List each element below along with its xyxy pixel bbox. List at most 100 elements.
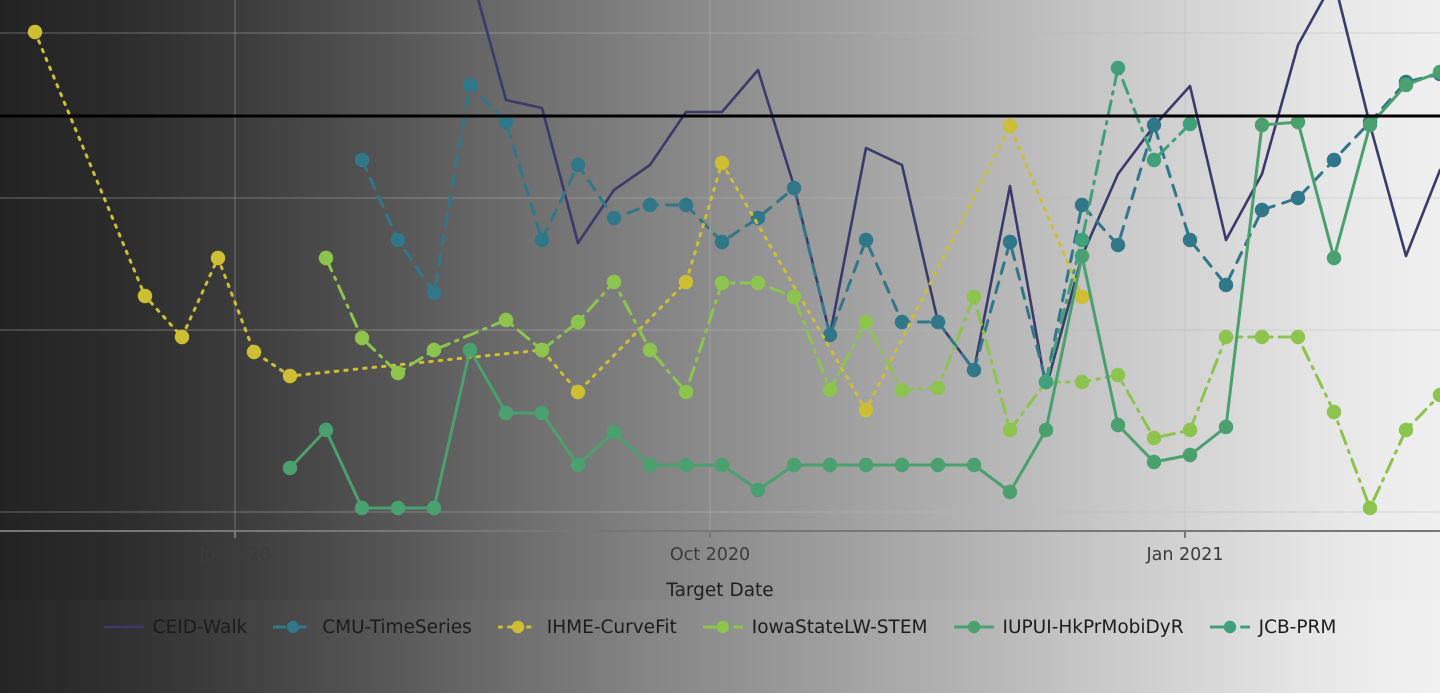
data-point	[462, 77, 478, 93]
data-point	[1002, 234, 1018, 250]
data-point	[966, 362, 982, 378]
data-point	[1218, 329, 1234, 345]
legend-item-label: IowaStateLW-STEM	[751, 616, 928, 638]
legend-marker	[716, 620, 729, 634]
x-tick-label: Oct 2020	[669, 545, 751, 565]
x-axis-title: Target Date	[666, 580, 774, 601]
data-point	[1074, 232, 1090, 248]
legend-key-swatch	[497, 618, 538, 636]
data-point	[1146, 117, 1162, 133]
data-point	[354, 500, 370, 516]
legend-item-ceid-walk[interactable]: CEID-Walk	[103, 616, 248, 638]
data-point	[714, 234, 730, 250]
data-point	[930, 314, 946, 330]
data-point	[750, 482, 766, 498]
data-point	[894, 314, 910, 330]
data-point	[1146, 430, 1162, 446]
data-point	[678, 457, 694, 473]
data-point	[714, 155, 730, 171]
data-point	[930, 457, 946, 473]
data-point	[1398, 77, 1414, 93]
legend-item-iupui-hkprmobidyr[interactable]: IUPUI-HkPrMobiDyR	[953, 616, 1184, 638]
data-point	[786, 289, 802, 305]
series-line	[324, 256, 1440, 510]
chart-legend: CEID-Walk CMU-TimeSeries IHME-CurveFit Iowa…	[0, 612, 1440, 642]
legend-item-ihme-curvefit[interactable]: IHME-CurveFit	[497, 616, 677, 638]
data-point	[1182, 116, 1198, 132]
data-point	[1038, 374, 1054, 390]
data-point	[714, 457, 730, 473]
data-point	[714, 275, 730, 291]
legend-marker	[287, 620, 300, 634]
data-point	[1432, 64, 1440, 80]
data-point	[570, 384, 586, 400]
data-point	[1254, 117, 1270, 133]
data-point	[498, 114, 514, 130]
data-point	[1254, 202, 1270, 218]
data-point	[462, 342, 478, 358]
series-line	[33, 30, 1084, 412]
series-line	[288, 70, 1440, 510]
legend-marker	[511, 620, 524, 634]
data-point	[1074, 289, 1090, 305]
legend-item-label: CEID-Walk	[152, 616, 248, 638]
legend-item-label: IUPUI-HkPrMobiDyR	[1002, 616, 1184, 638]
data-point	[1290, 329, 1306, 345]
legend-item-iowastatelw-stem[interactable]: IowaStateLW-STEM	[702, 616, 928, 638]
data-point	[678, 274, 694, 290]
data-point	[750, 275, 766, 291]
data-point	[390, 500, 406, 516]
data-point	[570, 457, 586, 473]
legend-item-cmu-timeseries[interactable]: CMU-TimeSeries	[273, 617, 472, 638]
data-point	[1290, 190, 1306, 206]
data-point	[642, 197, 658, 213]
data-point	[1038, 422, 1054, 438]
data-point	[1146, 152, 1162, 168]
legend-item-label: IHME-CurveFit	[546, 616, 677, 638]
legend-item-label: CMU-TimeSeries	[322, 616, 472, 638]
data-point	[498, 312, 514, 328]
data-point	[966, 289, 982, 305]
data-point	[426, 500, 442, 516]
data-point	[1002, 422, 1018, 438]
legend-item-label: JCB-PRM	[1258, 616, 1337, 638]
data-point	[1290, 114, 1306, 130]
data-point	[282, 460, 298, 476]
x-tick-label: Jan 2021	[1146, 545, 1224, 565]
data-point	[1398, 422, 1414, 438]
data-point	[894, 382, 910, 398]
data-point	[1182, 447, 1198, 463]
data-point	[858, 402, 874, 418]
data-point	[354, 152, 370, 168]
data-point	[1326, 152, 1342, 168]
series-ihme-curvefit	[27, 24, 1090, 418]
data-point	[606, 210, 622, 226]
data-point	[246, 344, 262, 360]
data-point	[1146, 454, 1162, 470]
data-point	[1362, 500, 1378, 516]
data-point	[822, 382, 838, 398]
data-point	[390, 232, 406, 248]
data-point	[534, 232, 550, 248]
data-point	[858, 232, 874, 248]
data-point	[210, 250, 226, 266]
data-point	[1002, 484, 1018, 500]
legend-key-swatch	[103, 618, 144, 636]
legend-item-jcb-prm[interactable]: JCB-PRM	[1209, 616, 1337, 638]
data-point	[282, 368, 298, 384]
data-point	[1218, 277, 1234, 293]
data-point	[1182, 422, 1198, 438]
legend-key-swatch	[953, 618, 994, 636]
legend-marker	[1223, 620, 1236, 634]
data-point	[678, 197, 694, 213]
data-point	[570, 314, 586, 330]
data-point	[1002, 118, 1018, 134]
data-point	[1110, 367, 1126, 383]
series-iowastatelw-stem	[318, 250, 1440, 516]
legend-key-swatch	[702, 618, 743, 636]
legend-key-swatch	[1209, 618, 1250, 636]
series-line	[1044, 66, 1192, 384]
data-point	[1326, 250, 1342, 266]
legend-marker	[967, 620, 980, 634]
